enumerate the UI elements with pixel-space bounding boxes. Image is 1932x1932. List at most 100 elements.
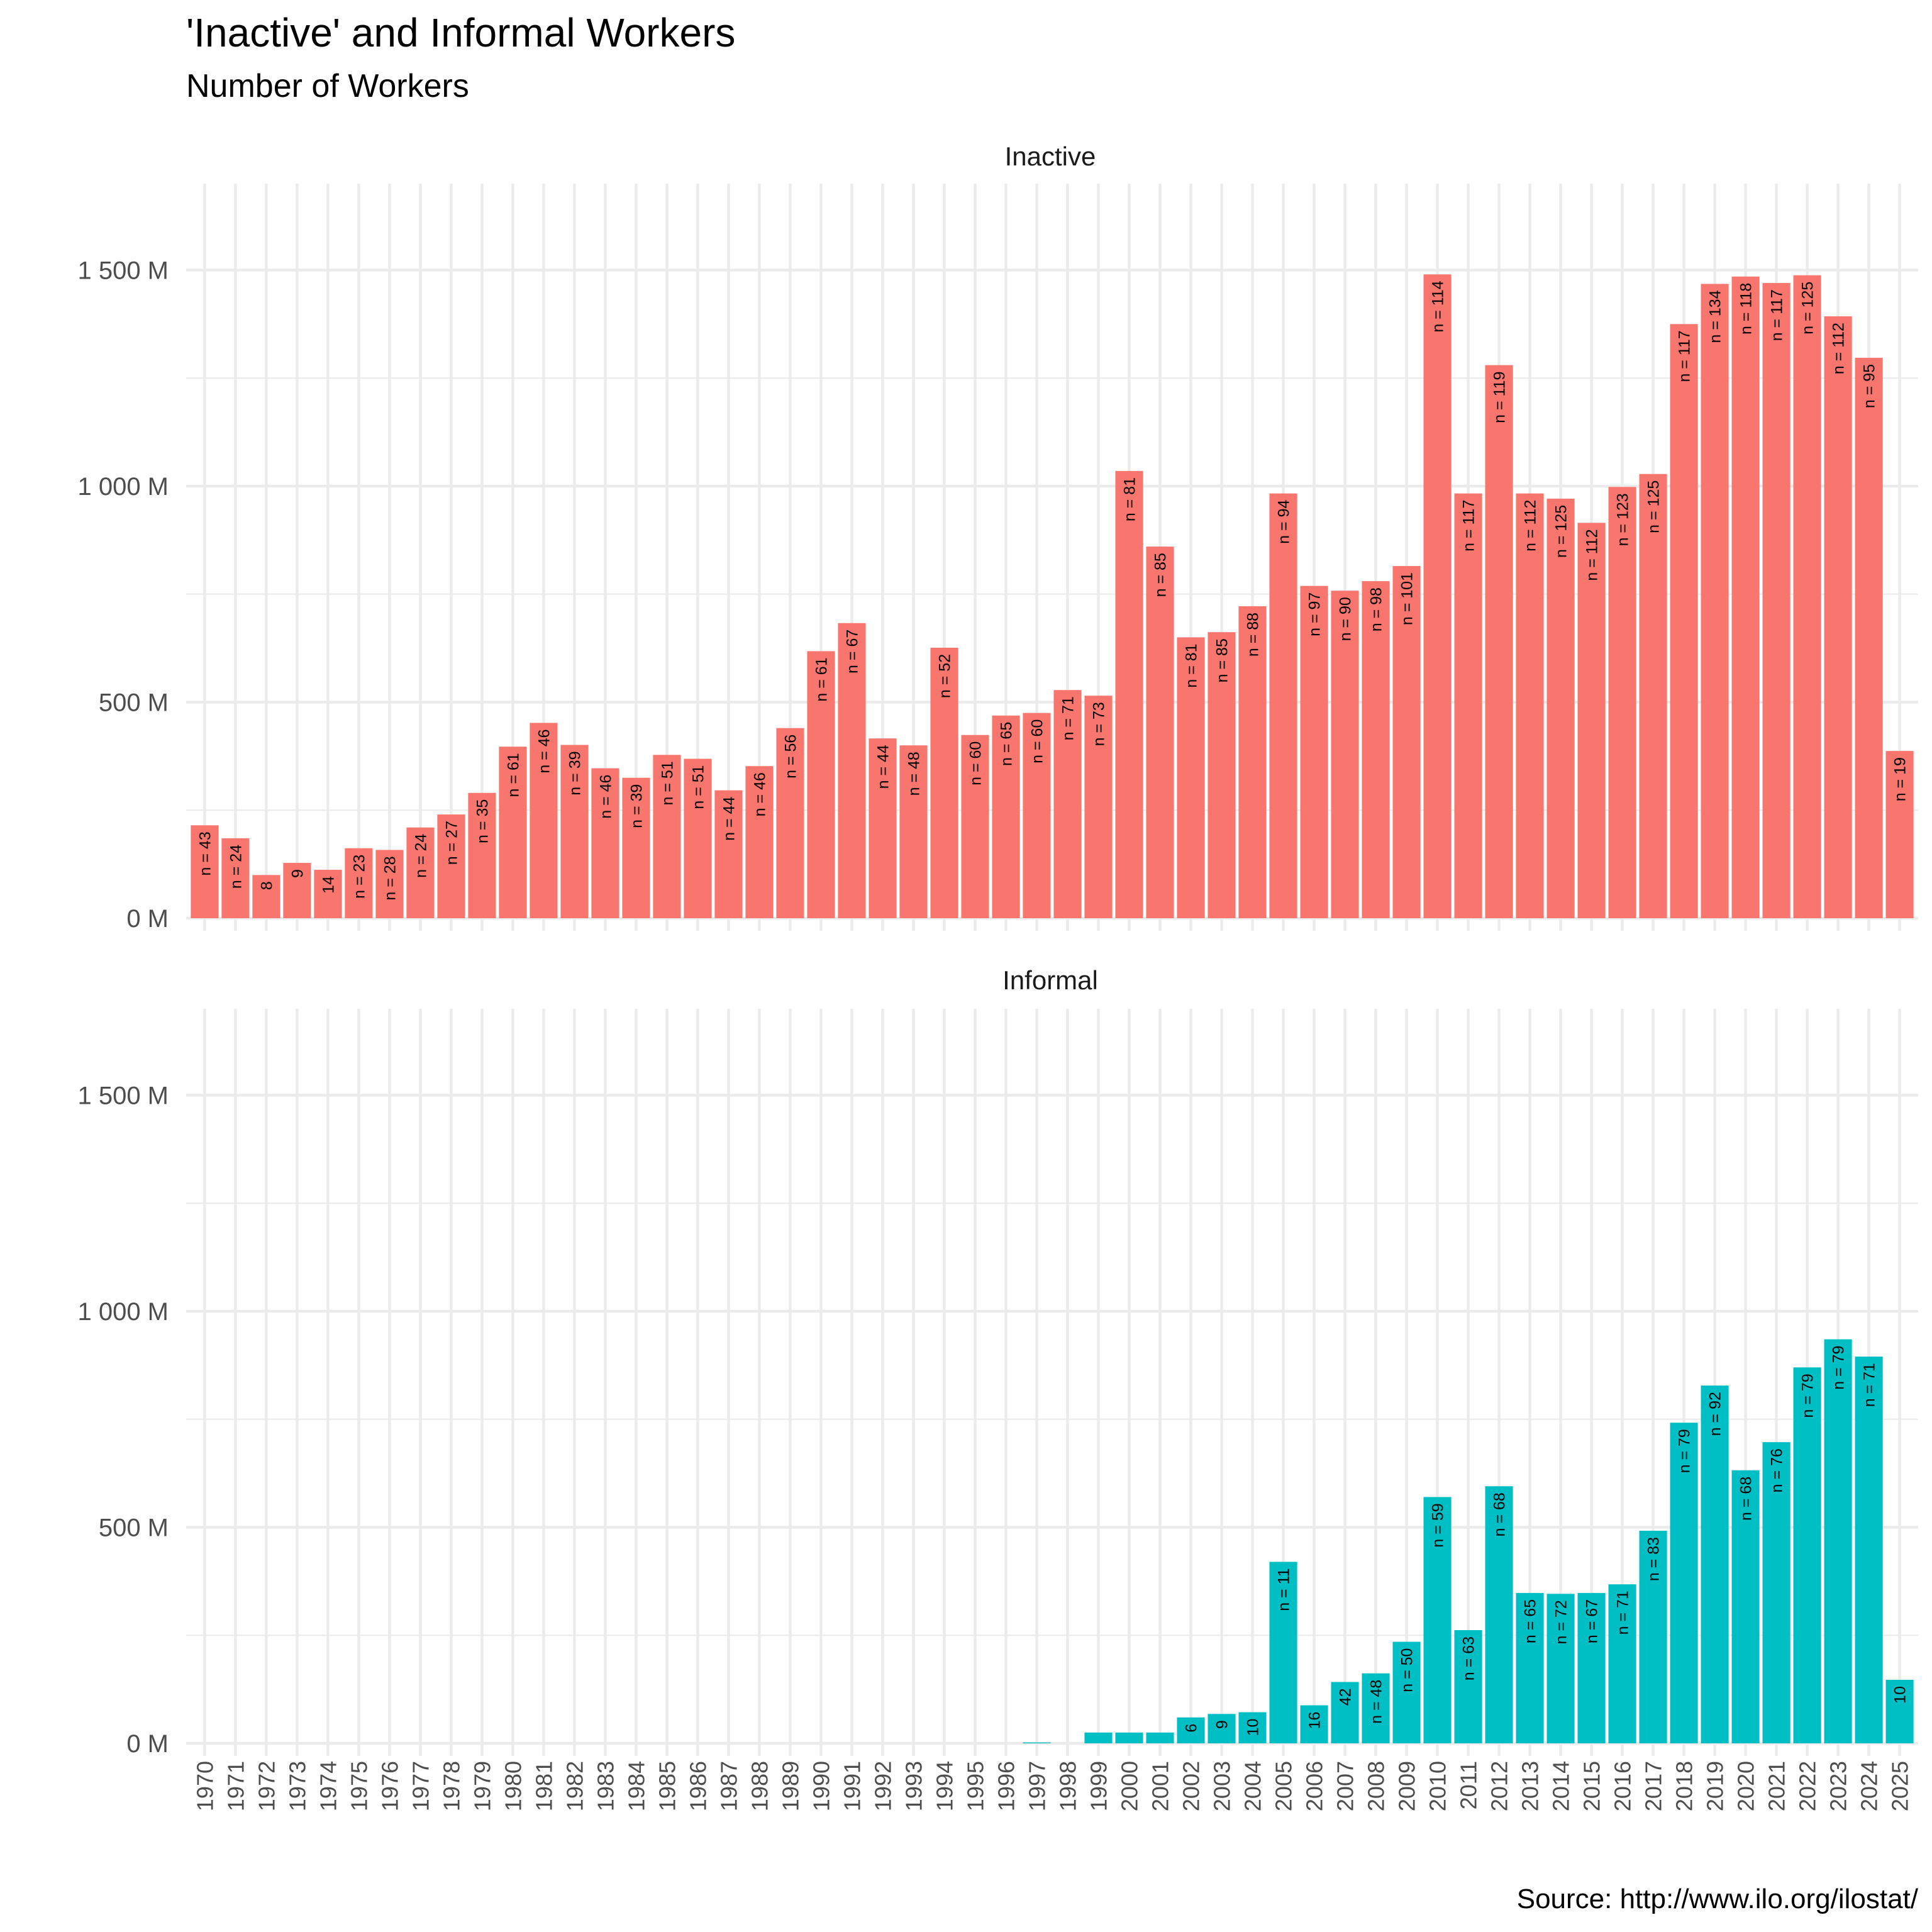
x-tick-label: 2016 xyxy=(1610,1761,1636,1811)
bar-n-label: n = 112 xyxy=(1584,529,1601,580)
bar-n-label: n = 125 xyxy=(1645,480,1663,533)
x-tick-label: 2006 xyxy=(1302,1761,1328,1811)
bar xyxy=(1762,1442,1790,1743)
bar-n-label: n = 73 xyxy=(1091,702,1108,746)
bar-n-label: n = 67 xyxy=(1584,1599,1601,1643)
bar-n-label: n = 11 xyxy=(1275,1568,1293,1611)
bar-n-label: n = 112 xyxy=(1830,323,1848,374)
bar-n-label: n = 24 xyxy=(412,834,430,878)
bar xyxy=(1331,1682,1359,1743)
bar xyxy=(961,735,989,918)
bar xyxy=(1269,493,1297,918)
x-tick-label: 1976 xyxy=(377,1761,402,1811)
bar-n-label: n = 119 xyxy=(1491,372,1509,423)
bar-labels-informal: 6 9 10 n = 11 16 42 n = 48 n = 50 n = 59 n = 63 n … xyxy=(1183,1346,1909,1736)
bar xyxy=(1115,470,1143,918)
bar xyxy=(1546,498,1575,918)
x-tick-label: 2017 xyxy=(1641,1761,1667,1811)
bar-n-label: n = 81 xyxy=(1183,643,1201,687)
x-tick-label: 1970 xyxy=(192,1761,218,1811)
x-tick-label: 2012 xyxy=(1487,1761,1513,1811)
y-tick-label: 500 M xyxy=(99,1514,169,1541)
bar-n-label: n = 101 xyxy=(1399,572,1416,625)
bar-n-label: n = 23 xyxy=(350,855,368,899)
bar-labels-inactive: n = 43 n = 24 8 9 14 n = 23 n = 28 n = 24 n = 27… xyxy=(196,280,1909,900)
y-tick-label: 1 000 M xyxy=(77,1298,169,1326)
bar xyxy=(1300,1705,1328,1743)
bar xyxy=(1208,632,1236,918)
bar xyxy=(930,647,958,918)
bar xyxy=(191,825,219,918)
bar xyxy=(1577,1592,1606,1743)
x-tick-label: 1981 xyxy=(531,1761,557,1811)
bar xyxy=(221,838,250,918)
bars-informal xyxy=(1023,1339,1914,1743)
y-tick-label: 1 000 M xyxy=(77,473,169,501)
bar-n-label: n = 72 xyxy=(1553,1600,1570,1644)
bar-n-label: n = 112 xyxy=(1522,500,1540,552)
bar xyxy=(1670,1423,1698,1743)
bar xyxy=(1546,1594,1575,1743)
y-tick-label: 0 M xyxy=(126,1730,169,1758)
bar xyxy=(622,777,650,918)
x-tick-label: 1978 xyxy=(438,1761,464,1811)
source-caption: Source: http://www.ilo.org/ilostat/ xyxy=(1516,1884,1918,1914)
bar xyxy=(437,814,465,918)
x-tick-label: 1986 xyxy=(685,1761,711,1811)
bar xyxy=(283,863,311,918)
bar-n-label: 16 xyxy=(1306,1712,1324,1729)
bar xyxy=(899,745,928,918)
bar-n-label: n = 50 xyxy=(1399,1648,1416,1692)
x-tick-label: 1971 xyxy=(223,1761,248,1811)
bar-n-label: n = 44 xyxy=(720,797,738,841)
bar xyxy=(1577,523,1606,918)
x-tick-label: 2020 xyxy=(1733,1761,1759,1811)
bar xyxy=(530,723,558,918)
bar-n-label: n = 52 xyxy=(936,654,953,698)
bar xyxy=(1731,1470,1760,1743)
bar xyxy=(1238,1712,1267,1743)
bar xyxy=(1331,591,1359,918)
bar xyxy=(406,827,435,918)
bar xyxy=(1423,1497,1452,1743)
bar xyxy=(1300,586,1328,918)
x-tick-label: 1982 xyxy=(562,1761,587,1811)
bar xyxy=(1639,1530,1667,1743)
x-tick-label: 1987 xyxy=(716,1761,741,1811)
bar xyxy=(1639,474,1667,918)
bar-n-label: n = 51 xyxy=(658,761,676,805)
bar-n-label: n = 48 xyxy=(1368,1680,1385,1724)
x-tick-label: 1983 xyxy=(592,1761,618,1811)
x-tick-label: 1985 xyxy=(654,1761,680,1811)
bar-n-label: n = 71 xyxy=(1861,1363,1879,1407)
x-tick-label: 1977 xyxy=(408,1761,433,1811)
bar xyxy=(252,875,280,918)
bar xyxy=(1824,316,1852,918)
bar-n-label: n = 43 xyxy=(196,831,214,875)
bar xyxy=(1670,324,1698,918)
x-tick-label: 2008 xyxy=(1363,1761,1389,1811)
bar-n-label: n = 65 xyxy=(1522,1599,1540,1643)
x-tick-label: 2003 xyxy=(1209,1761,1235,1811)
bar-n-label: 8 xyxy=(258,881,275,890)
bar-n-label: n = 24 xyxy=(227,845,245,889)
bar xyxy=(1885,1680,1914,1743)
bar-n-label: n = 48 xyxy=(905,752,923,796)
bar xyxy=(1855,357,1883,918)
x-tick-label: 2024 xyxy=(1857,1761,1882,1811)
bar-n-label: n = 28 xyxy=(381,856,399,900)
bar-n-label: 9 xyxy=(1214,1720,1231,1729)
x-tick-label: 2023 xyxy=(1826,1761,1852,1811)
chart-subtitle: Number of Workers xyxy=(186,68,469,104)
bar xyxy=(1238,606,1267,918)
bar-n-label: n = 60 xyxy=(1028,719,1046,763)
bar xyxy=(1392,566,1421,918)
x-tick-label: 2011 xyxy=(1456,1761,1482,1809)
bar xyxy=(1146,547,1174,918)
bar-n-label: n = 46 xyxy=(535,729,553,773)
bar-n-label: 9 xyxy=(289,869,306,878)
bar-n-label: n = 134 xyxy=(1707,290,1724,343)
bar-n-label: n = 71 xyxy=(1060,696,1077,740)
bar-n-label: n = 125 xyxy=(1799,282,1817,335)
bar-n-label: 6 xyxy=(1183,1724,1201,1733)
